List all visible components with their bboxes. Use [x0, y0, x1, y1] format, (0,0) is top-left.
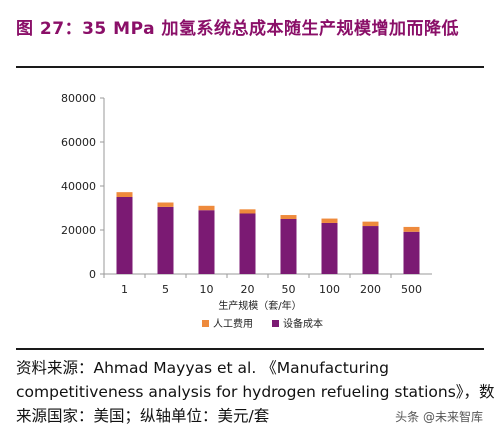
bar-equipment-50	[280, 219, 297, 274]
figure-title: 图 27：35 MPa 加氢系统总成本随生产规模增加而降低	[16, 19, 459, 39]
x-tick-label: 10	[200, 283, 214, 296]
source-line-3: 来源国家：美国；纵轴单位：美元/套	[16, 407, 270, 425]
legend-label: 设备成本	[283, 317, 323, 330]
x-tick-label: 1	[121, 283, 128, 296]
bar-labor-1	[116, 192, 133, 197]
x-tick-label: 20	[241, 283, 255, 296]
x-tick-label: 50	[282, 283, 296, 296]
bar-equipment-100	[321, 222, 338, 274]
x-tick-label: 200	[360, 283, 381, 296]
bar-equipment-200	[362, 226, 379, 274]
bar-equipment-10	[198, 210, 215, 274]
legend-swatch	[202, 320, 209, 327]
bar-labor-50	[280, 215, 297, 219]
y-tick-label: 80000	[61, 92, 96, 105]
y-tick-label: 0	[89, 268, 96, 281]
source-note: 资料来源：Ahmad Mayyas et al. 《Manufacturing …	[16, 356, 495, 428]
bar-equipment-1	[116, 197, 133, 274]
top-rule	[16, 66, 484, 68]
watermark: 头条 @未来智库	[391, 407, 487, 426]
bar-labor-200	[362, 221, 379, 227]
bar-labor-500	[403, 226, 420, 232]
legend-swatch	[272, 320, 279, 327]
y-tick-label: 60000	[61, 136, 96, 149]
y-tick-label: 40000	[61, 180, 96, 193]
bar-equipment-500	[403, 231, 420, 274]
source-line-1: 资料来源：Ahmad Mayyas et al. 《Manufacturing	[16, 359, 389, 377]
bar-labor-20	[239, 209, 256, 214]
y-tick-label: 20000	[61, 224, 96, 237]
x-tick-label: 5	[162, 283, 169, 296]
x-axis-label: 生产规模（套/年）	[218, 299, 301, 312]
bar-labor-100	[321, 218, 338, 223]
source-line-2: competitiveness analysis for hydrogen re…	[16, 383, 495, 401]
x-tick-label: 500	[401, 283, 422, 296]
bottom-rule	[16, 348, 484, 350]
bar-labor-5	[157, 202, 174, 207]
bar-labor-10	[198, 205, 215, 211]
x-tick-label: 100	[319, 283, 340, 296]
bar-equipment-5	[157, 206, 174, 274]
legend-label: 人工费用	[213, 317, 253, 330]
bar-equipment-20	[239, 213, 256, 274]
